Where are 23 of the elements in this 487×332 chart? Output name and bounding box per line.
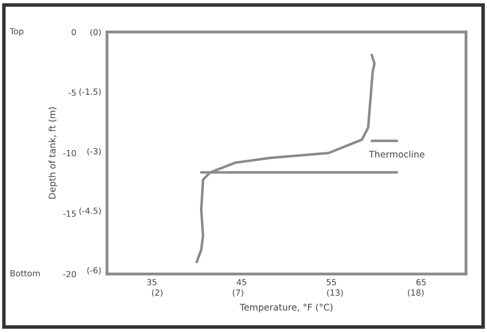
y2-tick-label: (-3) <box>87 148 101 156</box>
x-tick-label: 35 <box>147 279 156 286</box>
y-tick-label: -5 <box>68 90 76 96</box>
annotation: Thermocline <box>368 150 424 158</box>
x-tick-label: 65 <box>416 279 426 286</box>
y2-tick-label: (-6) <box>87 267 101 274</box>
x2-tick-label: (7) <box>232 289 244 297</box>
x-axis-title: Temperature, °F (°C) <box>240 304 332 312</box>
y-tick-label: 0 <box>72 28 76 36</box>
y2-tick-label: (-1.5) <box>79 88 101 96</box>
text: Bottom <box>10 270 40 276</box>
y2-tick-label: (0) <box>90 28 101 36</box>
x-tick-label: 45 <box>236 279 246 286</box>
text: Top <box>10 28 24 36</box>
x-tick-label: 55 <box>326 279 336 286</box>
y2-tick-label: (-4.5) <box>79 207 101 215</box>
y-tick-label: -15 <box>63 210 76 217</box>
y-tick-label: -20 <box>63 270 76 278</box>
y-axis-title: Depth of tank, ft (m) <box>48 107 58 199</box>
x2-tick-label: (2) <box>152 289 162 297</box>
y-tick-label: -10 <box>63 150 76 156</box>
x2-tick-label: (18) <box>408 289 424 297</box>
x2-tick-label: (13) <box>327 289 343 297</box>
